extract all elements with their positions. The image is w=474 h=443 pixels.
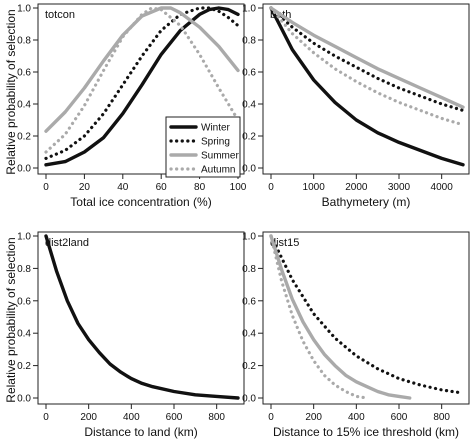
x-tick-label: 3000 [388, 182, 411, 193]
x-tick-label: 200 [305, 412, 322, 423]
y-tick-label: 0.0 [242, 164, 256, 175]
y-tick-label: 0.2 [17, 361, 31, 372]
series-line-summer [269, 234, 412, 400]
y-tick-label: 0.6 [17, 296, 31, 307]
legend-label-summer: Summer [201, 151, 239, 162]
x-tick-label: 60 [156, 182, 168, 193]
panel-dist2land: dist2land 0 200 400 600 800 0.0 0.2 0.4 0.6 0.8 1.0… [17, 231, 245, 439]
legend-label-winter: Winter [201, 123, 231, 134]
x-tick-label: 200 [80, 412, 97, 423]
y-tick-label: 0.4 [242, 329, 256, 340]
x-tick-label: 400 [123, 412, 140, 423]
panel-totcon: totcon 0 20 40 60 80 100 0.0 0.2 0.4 0.6 0.8 1.0 Tota… [17, 3, 247, 209]
y-tick-label: 0.4 [242, 100, 256, 111]
series-line-autumn [269, 6, 465, 127]
x-tick-label: 0 [43, 412, 49, 423]
panel-frame [262, 231, 470, 405]
x-axis-label: Bathymetery (m) [322, 195, 411, 209]
panel-frame [37, 231, 245, 405]
series-line-autumn [269, 234, 369, 400]
y-tick-label: 0.4 [17, 100, 31, 111]
x-tick-label: 4000 [431, 182, 454, 193]
x-tick-label: 800 [433, 412, 450, 423]
y-axis-label-top: Relative probability of selection [4, 9, 18, 174]
x-tick-label: 0 [43, 182, 49, 193]
x-tick-label: 1000 [303, 182, 326, 193]
y-tick-label: 0.6 [242, 68, 256, 79]
x-tick-label: 600 [166, 412, 183, 423]
y-tick-label: 1.0 [17, 232, 31, 243]
series-line-summer [269, 6, 465, 109]
y-tick-label: 1.0 [242, 4, 256, 15]
series-line-winter [44, 6, 240, 167]
series-line-winter [44, 234, 240, 400]
panel-label: totcon [45, 9, 75, 21]
y-tick-label: 0.8 [17, 36, 31, 47]
y-tick-label: 0.8 [17, 264, 31, 275]
x-tick-label: 100 [230, 182, 247, 193]
series-line-spring [269, 6, 465, 112]
y-tick-label: 0.2 [242, 132, 256, 143]
y-tick-label: 0.0 [17, 164, 31, 175]
y-tick-label: 0.2 [17, 132, 31, 143]
series-line-spring [44, 6, 240, 160]
x-axis-label: Distance to land (km) [84, 425, 197, 439]
y-tick-label: 0.6 [17, 68, 31, 79]
x-axis-label: Total ice concentration (%) [70, 195, 211, 209]
legend-label-autumn: Autumn [201, 165, 235, 176]
y-tick-label: 0.0 [17, 394, 31, 405]
x-tick-label: 0 [268, 412, 274, 423]
x-tick-label: 2000 [345, 182, 368, 193]
y-tick-label: 1.0 [17, 4, 31, 15]
series-line-spring [269, 234, 465, 395]
x-tick-label: 20 [79, 182, 91, 193]
x-tick-label: 800 [208, 412, 225, 423]
x-axis-label: Distance to 15% ice threshold (km) [273, 425, 459, 439]
panel-frame [37, 3, 245, 175]
panel-frame [262, 3, 470, 175]
x-tick-label: 600 [391, 412, 408, 423]
y-tick-label: 0.8 [242, 264, 256, 275]
x-tick-label: 400 [348, 412, 365, 423]
series-line-autumn [44, 6, 240, 154]
y-axis-label-bottom: Relative probability of selection [4, 237, 18, 402]
panel-label: dist2land [45, 237, 89, 249]
y-tick-label: 0.4 [17, 329, 31, 340]
y-tick-label: 1.0 [242, 232, 256, 243]
x-tick-label: 80 [194, 182, 206, 193]
legend-box [165, 116, 241, 178]
series-line-winter [269, 6, 465, 167]
x-tick-label: 40 [117, 182, 129, 193]
legend-label-spring: Spring [201, 137, 230, 148]
y-tick-label: 0.8 [242, 36, 256, 47]
series-line-summer [44, 6, 240, 133]
legend: Winter Spring Summer Autumn [165, 116, 241, 178]
y-tick-label: 0.2 [242, 361, 256, 372]
y-tick-label: 0.0 [242, 394, 256, 405]
y-tick-label: 0.6 [242, 296, 256, 307]
x-tick-label: 0 [268, 182, 274, 193]
